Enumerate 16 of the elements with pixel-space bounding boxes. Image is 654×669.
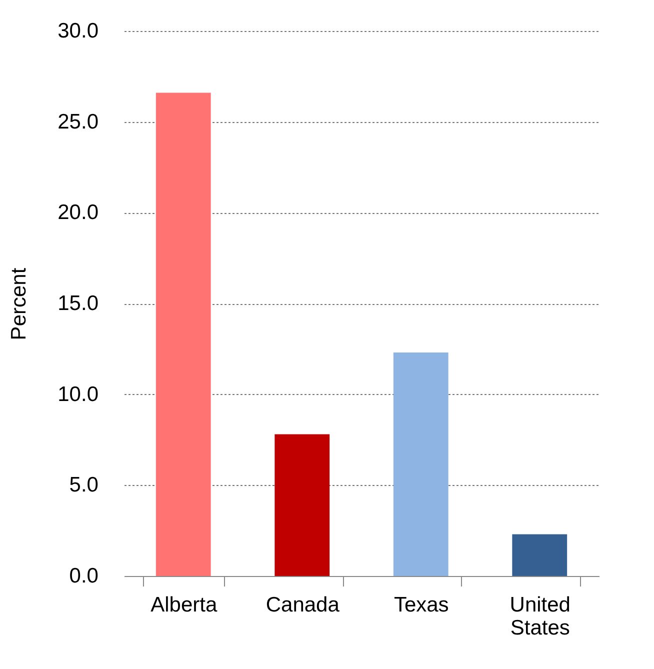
x-tick-label: Texas	[394, 594, 449, 616]
bar	[512, 534, 568, 576]
x-tick-label: Canada	[266, 594, 340, 616]
bar	[156, 92, 211, 576]
y-tick-label: 0.0	[69, 564, 98, 588]
y-tick-label: 30.0	[58, 20, 98, 42]
bar	[393, 352, 448, 576]
y-tick-label: 20.0	[58, 201, 98, 224]
y-tick-label: 5.0	[69, 474, 98, 497]
x-tick-label: United States	[510, 594, 570, 640]
y-tick-label: 15.0	[58, 292, 98, 315]
y-axis-title: Percent	[8, 268, 31, 340]
y-tick-label: 10.0	[58, 382, 98, 406]
x-tick-label: Alberta	[150, 594, 218, 616]
y-tick-label: 25.0	[58, 110, 98, 134]
bar	[274, 434, 330, 576]
